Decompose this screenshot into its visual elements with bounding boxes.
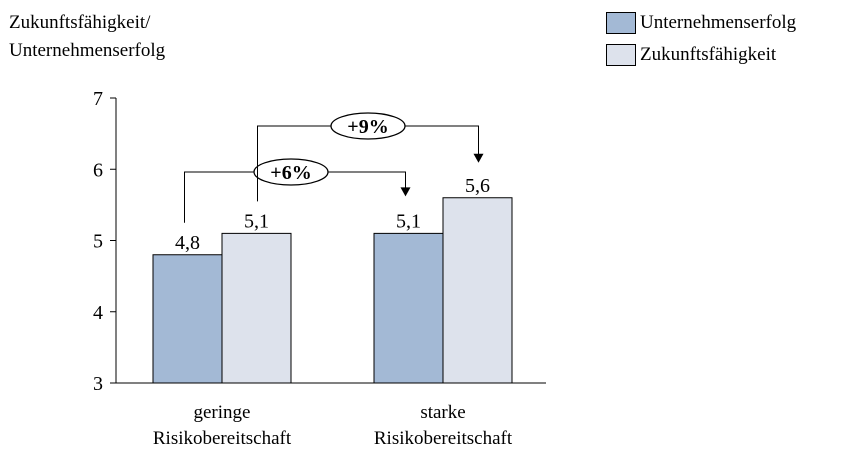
y-axis-title: Zukunftsfähigkeit/ Unternehmenserfolg xyxy=(9,9,165,65)
x-category-label: Risikobereitschaft xyxy=(374,428,513,449)
legend: Unternehmenserfolg Zukunftsfähigkeit xyxy=(606,9,796,73)
annotation-arrowhead xyxy=(400,187,411,197)
legend-item-zukunftsfaehigkeit: Zukunftsfähigkeit xyxy=(606,41,796,69)
value-label: 4,8 xyxy=(175,232,200,254)
legend-swatch-unternehmenserfolg xyxy=(606,12,636,34)
y-tick-label-5: 5 xyxy=(93,231,103,253)
y-axis-title-line-1: Zukunftsfähigkeit/ xyxy=(9,12,151,33)
annotation-bracket-right xyxy=(405,125,479,155)
annotation-oval xyxy=(330,112,406,140)
value-label: 5,1 xyxy=(396,210,421,232)
y-axis-title-line-2: Unternehmenserfolg xyxy=(9,40,166,61)
y-tick-label-4: 4 xyxy=(93,302,103,324)
bar-geringe-zukunftsfaehigkeit xyxy=(221,232,292,384)
bar-starke-unternehmenserfolg xyxy=(373,232,444,384)
legend-swatch-zukunftsfaehigkeit xyxy=(606,44,636,66)
bar-starke-zukunftsfaehigkeit xyxy=(442,197,513,384)
annotation-bracket-left xyxy=(184,171,254,223)
annotation-bracket-right xyxy=(328,171,406,189)
x-category-label: Risikobereitschaft xyxy=(153,428,292,449)
bar-geringe-unternehmenserfolg xyxy=(152,254,223,384)
annotation-bracket-left xyxy=(257,125,331,202)
value-label: 5,1 xyxy=(244,210,269,232)
legend-label-unternehmenserfolg: Unternehmenserfolg xyxy=(640,12,797,33)
annotation-label: +9% xyxy=(347,116,388,138)
legend-label-zukunftsfaehigkeit: Zukunftsfähigkeit xyxy=(640,44,777,65)
annotation-oval xyxy=(253,158,329,186)
y-tick-label-7: 7 xyxy=(93,88,103,110)
x-category-label: starke xyxy=(420,402,465,423)
x-category-label: geringe xyxy=(194,402,251,423)
annotation-label: +6% xyxy=(270,162,311,184)
legend-item-unternehmenserfolg: Unternehmenserfolg xyxy=(606,9,796,37)
annotation-arrowhead xyxy=(473,153,484,163)
y-tick-label-3: 3 xyxy=(93,373,103,395)
value-label: 5,6 xyxy=(465,175,490,197)
y-tick-label-6: 6 xyxy=(93,159,103,181)
